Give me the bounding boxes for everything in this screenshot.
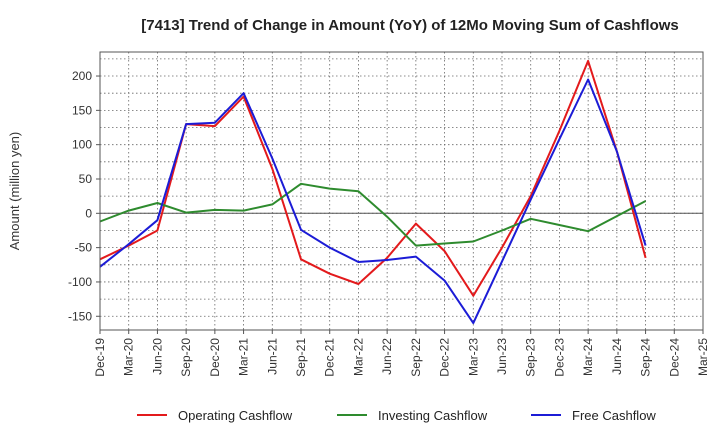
y-tick-label: 0 <box>85 206 92 220</box>
x-tick-label: Dec-20 <box>208 338 222 377</box>
y-tick-label: 200 <box>72 69 92 83</box>
grid <box>99 52 704 330</box>
plot-frame <box>99 51 704 331</box>
x-tick-label: Jun-22 <box>380 338 394 375</box>
operating-cashflow-legend-label: Operating Cashflow <box>178 408 293 423</box>
y-tick-label: 50 <box>79 172 93 186</box>
y-axis-ticks: 200 150 100 50 0 -50 -100 -150 <box>68 69 100 323</box>
x-tick-label: Dec-21 <box>323 338 337 377</box>
x-tick-label: Dec-22 <box>438 338 452 377</box>
x-tick-label: Dec-24 <box>667 338 681 377</box>
x-tick-label: Dec-19 <box>93 338 107 377</box>
x-tick-label: Sep-23 <box>524 338 538 377</box>
y-tick-label: -150 <box>68 309 92 323</box>
x-tick-label: Mar-20 <box>122 338 136 376</box>
x-axis-ticks: Dec-19 Mar-20 Jun-20 Sep-20 Dec-20 Mar-21 Jun-… <box>93 330 710 377</box>
x-tick-label: Jun-20 <box>150 338 164 375</box>
x-tick-label: Dec-23 <box>552 338 566 377</box>
x-tick-label: Mar-21 <box>237 338 251 376</box>
x-tick-label: Jun-24 <box>610 338 624 375</box>
y-tick-label: 150 <box>72 103 92 117</box>
x-tick-label: Mar-22 <box>351 338 365 376</box>
x-tick-label: Sep-24 <box>639 338 653 377</box>
x-tick-label: Sep-22 <box>409 338 423 377</box>
series-lines <box>99 59 647 325</box>
free-cashflow-legend-label: Free Cashflow <box>572 408 656 423</box>
x-tick-label: Sep-20 <box>179 338 193 377</box>
x-tick-label: Jun-21 <box>265 338 279 375</box>
investing-cashflow-line <box>99 182 647 247</box>
y-tick-label: -100 <box>68 275 92 289</box>
x-tick-label: Sep-21 <box>294 338 308 377</box>
x-tick-label: Jun-23 <box>495 338 509 375</box>
y-tick-label: -50 <box>75 241 93 255</box>
x-tick-label: Mar-24 <box>581 338 595 376</box>
free-cashflow-line <box>99 78 647 325</box>
x-tick-label: Mar-23 <box>466 338 480 376</box>
legend: Operating Cashflow Investing Cashflow Free… <box>137 408 656 423</box>
investing-cashflow-legend-label: Investing Cashflow <box>378 408 488 423</box>
chart-title: [7413] Trend of Change in Amount (YoY) o… <box>141 17 679 34</box>
x-tick-label: Mar-25 <box>696 338 710 376</box>
y-axis-label: Amount (million yen) <box>7 132 22 251</box>
y-tick-label: 100 <box>72 138 92 152</box>
